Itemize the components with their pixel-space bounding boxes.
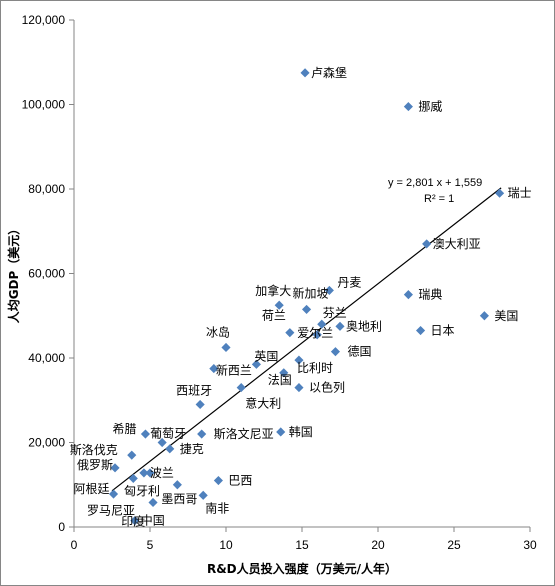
data-label: 墨西哥 bbox=[161, 492, 197, 506]
data-label: 荷兰 bbox=[262, 309, 286, 323]
x-tick-label: 5 bbox=[147, 538, 154, 552]
data-label: 新加坡 bbox=[293, 285, 329, 300]
data-point bbox=[145, 468, 155, 478]
x-axis-title: R&D人员投入强度（万美元/人年） bbox=[207, 561, 397, 576]
trendline-r-squared: R² = 1 bbox=[424, 193, 454, 205]
data-label: 葡萄牙 bbox=[150, 427, 186, 441]
data-label: 阿根廷 bbox=[74, 482, 110, 496]
data-label: 印度 bbox=[121, 513, 145, 528]
data-point bbox=[403, 290, 413, 300]
x-tick-label: 15 bbox=[295, 538, 309, 552]
data-label: 瑞典 bbox=[418, 288, 442, 302]
data-label: 美国 bbox=[494, 309, 518, 323]
data-point bbox=[236, 383, 246, 393]
y-tick-label: 20,000 bbox=[28, 436, 65, 450]
data-point bbox=[317, 319, 327, 329]
data-label: 澳大利亚 bbox=[433, 237, 481, 251]
data-label: 英国 bbox=[254, 349, 278, 363]
data-label: 中国 bbox=[141, 513, 165, 528]
x-tick-label: 0 bbox=[71, 538, 78, 552]
data-label: 比利时 bbox=[297, 361, 333, 375]
data-label: 爱尔兰 bbox=[297, 325, 333, 340]
data-point bbox=[251, 359, 261, 369]
data-point bbox=[148, 497, 158, 508]
data-label: 加拿大 bbox=[255, 283, 291, 298]
data-point bbox=[108, 489, 119, 499]
data-point bbox=[403, 102, 413, 112]
data-label: 瑞士 bbox=[508, 186, 532, 200]
x-tick-label: 25 bbox=[447, 538, 461, 552]
x-tick-label: 10 bbox=[219, 538, 233, 552]
data-point bbox=[479, 311, 489, 321]
x-tick-label: 20 bbox=[371, 538, 385, 552]
data-point bbox=[422, 239, 432, 249]
data-point bbox=[127, 450, 137, 460]
data-point bbox=[140, 429, 151, 439]
data-label: 新西兰 bbox=[216, 363, 252, 378]
data-point bbox=[324, 285, 334, 295]
data-label: 韩国 bbox=[289, 424, 313, 439]
data-point bbox=[495, 188, 505, 198]
data-point bbox=[279, 368, 289, 378]
data-point bbox=[300, 68, 310, 78]
data-label: 意大利 bbox=[245, 396, 281, 411]
data-point bbox=[330, 347, 341, 357]
y-tick-label: 40,000 bbox=[28, 351, 65, 365]
data-point bbox=[172, 480, 182, 490]
y-tick-label: 0 bbox=[58, 520, 65, 534]
data-point bbox=[165, 444, 175, 454]
data-point bbox=[221, 342, 231, 353]
data-point bbox=[285, 328, 295, 338]
data-label: 冰岛 bbox=[206, 324, 230, 339]
data-point bbox=[195, 399, 205, 410]
data-label: 芬兰 bbox=[323, 306, 347, 320]
data-point bbox=[197, 429, 207, 439]
data-point bbox=[110, 463, 120, 473]
y-tick-label: 80,000 bbox=[28, 182, 65, 196]
data-point bbox=[139, 468, 149, 478]
y-tick-label: 60,000 bbox=[28, 267, 65, 281]
data-point bbox=[209, 363, 219, 374]
data-label: 捷克 bbox=[180, 442, 204, 456]
data-label: 奥地利 bbox=[346, 319, 382, 333]
data-point bbox=[335, 321, 345, 331]
data-label: 波兰 bbox=[150, 466, 174, 480]
data-point bbox=[157, 437, 167, 448]
y-tick-label: 120,000 bbox=[22, 13, 66, 27]
data-label: 巴西 bbox=[228, 474, 252, 488]
data-point bbox=[294, 355, 304, 365]
y-tick-label: 100,000 bbox=[22, 98, 66, 112]
data-label: 法国 bbox=[268, 373, 292, 387]
data-label: 卢森堡 bbox=[311, 65, 347, 80]
data-label: 以色列 bbox=[309, 381, 345, 395]
data-point bbox=[198, 490, 208, 500]
data-point bbox=[276, 427, 286, 437]
data-label: 德国 bbox=[347, 344, 371, 359]
data-point bbox=[415, 325, 426, 336]
data-label: 罗马尼亚 bbox=[87, 503, 135, 517]
data-label: 日本 bbox=[431, 324, 455, 338]
data-label: 挪威 bbox=[418, 100, 442, 114]
data-label: 斯洛伐克 bbox=[70, 442, 118, 457]
x-tick-label: 30 bbox=[523, 538, 537, 552]
data-point bbox=[213, 475, 223, 486]
data-label: 俄罗斯 bbox=[77, 458, 113, 472]
data-label: 匈牙利 bbox=[124, 484, 160, 498]
data-label: 南非 bbox=[205, 500, 229, 515]
trendline-equation: y = 2,801 x + 1,559 bbox=[388, 177, 482, 189]
data-point bbox=[294, 383, 304, 393]
data-label: 希腊 bbox=[112, 421, 136, 436]
data-point bbox=[130, 516, 140, 526]
data-label: 西班牙 bbox=[176, 383, 212, 397]
trendline bbox=[111, 187, 502, 492]
data-point bbox=[312, 330, 322, 340]
data-point bbox=[274, 300, 284, 310]
y-axis-title: 人均GDP（美元） bbox=[6, 223, 21, 324]
data-label: 丹麦 bbox=[337, 275, 361, 289]
data-point bbox=[301, 304, 312, 314]
data-label: 斯洛文尼亚 bbox=[214, 426, 274, 441]
data-point bbox=[128, 473, 138, 483]
